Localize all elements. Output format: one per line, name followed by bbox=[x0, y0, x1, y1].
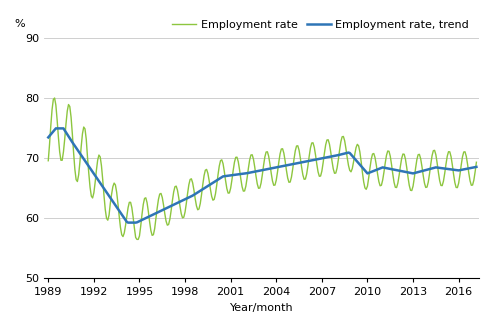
Employment rate, trend bbox=[340, 152, 346, 156]
Line: Employment rate, trend: Employment rate, trend bbox=[48, 128, 476, 223]
Employment rate bbox=[134, 237, 140, 241]
Employment rate, trend bbox=[473, 165, 479, 169]
Employment rate, trend bbox=[373, 168, 379, 172]
Line: Employment rate: Employment rate bbox=[48, 98, 476, 239]
Employment rate, trend bbox=[69, 140, 75, 144]
Text: %: % bbox=[14, 19, 25, 29]
Employment rate bbox=[129, 206, 135, 210]
Legend: Employment rate, Employment rate, trend: Employment rate, Employment rate, trend bbox=[167, 15, 474, 34]
Employment rate bbox=[45, 159, 51, 163]
Employment rate bbox=[463, 154, 469, 158]
Employment rate, trend bbox=[130, 221, 136, 225]
Employment rate, trend bbox=[140, 217, 146, 221]
Employment rate bbox=[140, 203, 146, 206]
Employment rate bbox=[69, 132, 75, 136]
Employment rate, trend bbox=[54, 126, 60, 130]
Employment rate bbox=[52, 96, 58, 100]
Employment rate, trend bbox=[463, 167, 469, 171]
Employment rate bbox=[373, 163, 379, 167]
Employment rate bbox=[340, 134, 346, 138]
Employment rate, trend bbox=[125, 221, 131, 225]
X-axis label: Year/month: Year/month bbox=[230, 303, 293, 313]
Employment rate, trend bbox=[45, 135, 51, 139]
Employment rate bbox=[473, 160, 479, 164]
